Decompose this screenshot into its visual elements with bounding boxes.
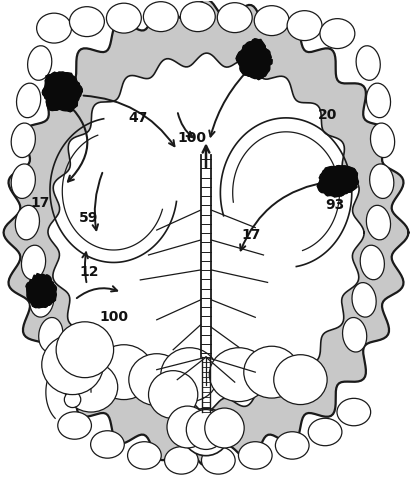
Ellipse shape bbox=[164, 446, 198, 474]
Polygon shape bbox=[317, 166, 358, 197]
Polygon shape bbox=[26, 274, 56, 308]
Text: 17: 17 bbox=[30, 196, 49, 209]
Text: 17: 17 bbox=[241, 228, 261, 242]
Text: 12: 12 bbox=[79, 266, 99, 280]
Ellipse shape bbox=[30, 282, 54, 317]
Ellipse shape bbox=[254, 6, 289, 36]
Ellipse shape bbox=[186, 410, 226, 450]
Ellipse shape bbox=[106, 3, 141, 33]
Ellipse shape bbox=[42, 335, 103, 394]
Text: 100: 100 bbox=[177, 131, 206, 145]
Polygon shape bbox=[236, 39, 272, 80]
Ellipse shape bbox=[366, 83, 391, 117]
Polygon shape bbox=[4, 0, 408, 466]
Ellipse shape bbox=[239, 442, 272, 469]
Ellipse shape bbox=[64, 392, 81, 407]
Ellipse shape bbox=[201, 446, 235, 474]
Ellipse shape bbox=[21, 245, 46, 280]
Ellipse shape bbox=[320, 18, 355, 48]
Ellipse shape bbox=[356, 46, 380, 80]
Ellipse shape bbox=[342, 318, 367, 352]
Ellipse shape bbox=[148, 370, 198, 418]
Ellipse shape bbox=[37, 13, 72, 43]
Ellipse shape bbox=[64, 362, 118, 412]
Ellipse shape bbox=[244, 346, 300, 398]
Ellipse shape bbox=[205, 408, 244, 448]
Ellipse shape bbox=[366, 206, 391, 240]
Ellipse shape bbox=[183, 408, 229, 456]
Ellipse shape bbox=[129, 354, 185, 406]
Ellipse shape bbox=[56, 322, 114, 378]
Ellipse shape bbox=[180, 2, 215, 32]
Ellipse shape bbox=[274, 354, 327, 405]
Polygon shape bbox=[42, 72, 82, 112]
Ellipse shape bbox=[287, 10, 322, 40]
Text: 20: 20 bbox=[317, 108, 337, 122]
Ellipse shape bbox=[11, 123, 35, 158]
Ellipse shape bbox=[16, 83, 41, 117]
Ellipse shape bbox=[161, 348, 218, 402]
Ellipse shape bbox=[39, 318, 63, 352]
Ellipse shape bbox=[217, 2, 252, 32]
Ellipse shape bbox=[70, 6, 104, 36]
Ellipse shape bbox=[28, 46, 52, 80]
Ellipse shape bbox=[167, 406, 208, 448]
Ellipse shape bbox=[352, 282, 376, 317]
Ellipse shape bbox=[337, 398, 371, 426]
Ellipse shape bbox=[370, 123, 395, 158]
Ellipse shape bbox=[308, 418, 342, 446]
Ellipse shape bbox=[11, 164, 35, 198]
Ellipse shape bbox=[58, 412, 91, 439]
Ellipse shape bbox=[128, 442, 161, 469]
Ellipse shape bbox=[360, 245, 384, 280]
Ellipse shape bbox=[275, 432, 309, 459]
Ellipse shape bbox=[143, 2, 178, 32]
Ellipse shape bbox=[91, 430, 124, 458]
Ellipse shape bbox=[370, 164, 394, 198]
Text: 59: 59 bbox=[79, 210, 98, 224]
Text: 47: 47 bbox=[129, 111, 148, 125]
Text: 100: 100 bbox=[99, 310, 128, 324]
Ellipse shape bbox=[94, 344, 153, 400]
Polygon shape bbox=[48, 53, 364, 412]
Ellipse shape bbox=[15, 206, 40, 240]
Text: 93: 93 bbox=[326, 198, 345, 212]
Ellipse shape bbox=[209, 348, 268, 402]
